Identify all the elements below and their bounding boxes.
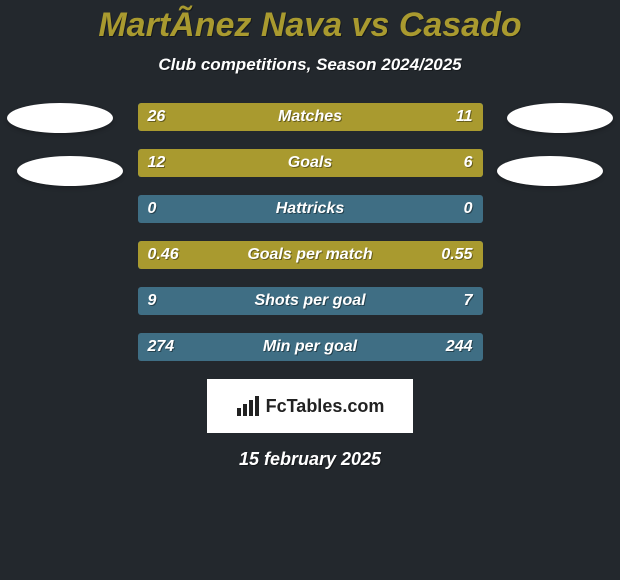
brand-text: FcTables.com (266, 396, 385, 417)
stat-label: Goals (138, 149, 483, 177)
page-subtitle: Club competitions, Season 2024/2025 (0, 55, 620, 75)
date-label: 15 february 2025 (0, 449, 620, 470)
stat-row: 0.460.55Goals per match (138, 241, 483, 269)
stat-row: 126Goals (138, 149, 483, 177)
stat-row: 274244Min per goal (138, 333, 483, 361)
stat-label: Hattricks (138, 195, 483, 223)
player-right-photo-2 (497, 156, 603, 186)
comparison-card: MartÃ­nez Nava vs Casado Club competitio… (0, 0, 620, 580)
player-left-photo-1 (7, 103, 113, 133)
stat-label: Goals per match (138, 241, 483, 269)
stat-row: 97Shots per goal (138, 287, 483, 315)
stat-label: Shots per goal (138, 287, 483, 315)
stat-label: Min per goal (138, 333, 483, 361)
comparison-arena: 2611Matches 126Goals 00Hattricks 0.460.55Go… (0, 103, 620, 361)
player-left-photo-2 (17, 156, 123, 186)
stat-row: 2611Matches (138, 103, 483, 131)
page-title: MartÃ­nez Nava vs Casado (0, 0, 620, 45)
stat-label: Matches (138, 103, 483, 131)
stat-row: 00Hattricks (138, 195, 483, 223)
brand-chart-icon (236, 396, 260, 416)
stat-bars: 2611Matches 126Goals 00Hattricks 0.460.55Go… (138, 103, 483, 361)
brand-badge: FcTables.com (207, 379, 413, 433)
player-right-photo-1 (507, 103, 613, 133)
